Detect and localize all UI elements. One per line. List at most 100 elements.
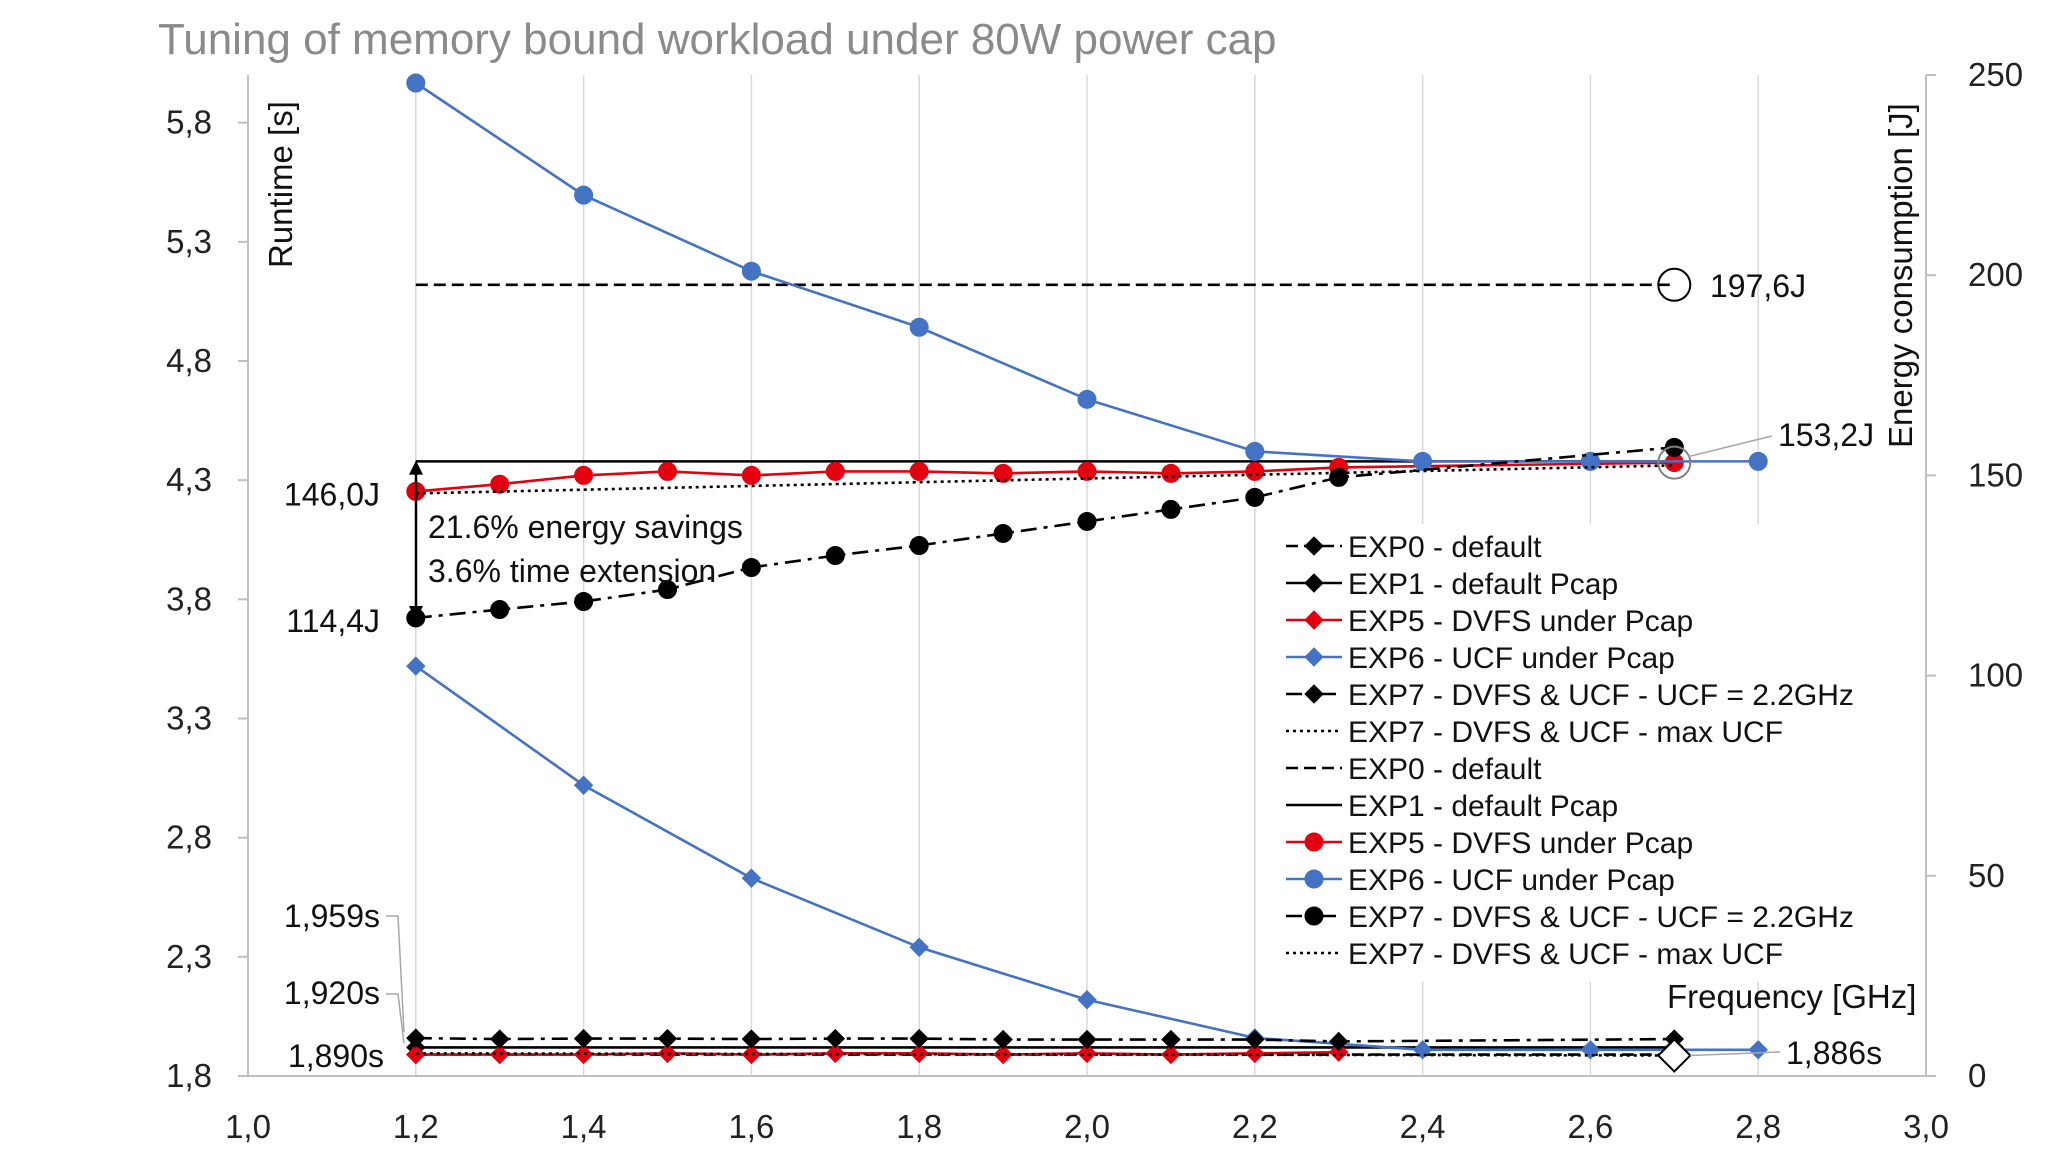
x-tick-label: 2,6 — [1567, 1108, 1613, 1145]
y-right-tick-label: 50 — [1968, 857, 2005, 894]
y-left-tick-label: 4,3 — [166, 461, 212, 498]
x-tick-label: 2,4 — [1400, 1108, 1446, 1145]
data-point-en-exp7 — [1329, 467, 1349, 487]
leader-energy-pcap — [1688, 435, 1773, 458]
legend-item-label: EXP7 - DVFS & UCF - max UCF — [1348, 938, 1783, 971]
annotation-layer: 197,6J 153,2J 146,0J 114,4J 1,959s 1,920s 1,89… — [284, 267, 1882, 1074]
data-point-rt-exp5 — [993, 1044, 1013, 1065]
x-axis-label: Frequency [GHz] — [1667, 978, 1916, 1015]
data-point-en-exp7 — [909, 535, 929, 555]
y-right-tick-label: 0 — [1968, 1057, 1986, 1094]
label-time-extension: 3.6% time extension — [428, 553, 716, 589]
legend-item-label: EXP1 - default Pcap — [1348, 790, 1618, 823]
data-point-rt-exp7 — [993, 1029, 1013, 1050]
data-point-rt-exp5 — [1245, 1043, 1265, 1064]
data-point-en-exp5 — [1161, 463, 1181, 483]
legend-item-label: EXP7 - DVFS & UCF - UCF = 2.2GHz — [1348, 679, 1854, 712]
data-point-en-exp5 — [658, 461, 677, 481]
data-point-rt-exp6 — [406, 656, 426, 676]
data-point-en-exp6 — [1580, 451, 1600, 471]
y-left-axis-label: Runtime [s] — [262, 101, 299, 268]
legend-marker — [1304, 610, 1324, 630]
data-point-en-exp6 — [1748, 451, 1768, 471]
legend-item-label: EXP6 - UCF under Pcap — [1348, 864, 1675, 897]
data-point-en-exp7 — [993, 523, 1013, 543]
legend-item-label: EXP7 - DVFS & UCF - UCF = 2.2GHz — [1348, 901, 1854, 934]
y-left-tick-label: 5,8 — [166, 104, 212, 141]
data-point-rt-exp7 — [1161, 1029, 1181, 1050]
data-point-en-exp5 — [993, 463, 1013, 483]
data-point-rt-exp7 — [573, 1028, 594, 1049]
data-point-rt-exp5 — [489, 1044, 510, 1065]
data-point-rt-exp5 — [1161, 1044, 1181, 1065]
label-energy-default: 197,6J — [1710, 268, 1806, 304]
y-left-tick-label: 2,8 — [166, 819, 212, 856]
x-tick-label: 1,2 — [393, 1108, 439, 1145]
x-tick-label: 2,2 — [1232, 1108, 1278, 1145]
leader-runtime-pcap — [386, 993, 405, 1044]
x-tick-label: 1,4 — [561, 1108, 607, 1145]
x-tick-label: 2,0 — [1064, 1108, 1110, 1145]
x-tick-label: 3,0 — [1903, 1108, 1949, 1145]
legend-item-label: EXP1 - default Pcap — [1348, 568, 1618, 601]
x-tick-label: 1,6 — [728, 1108, 774, 1145]
legend-item-label: EXP5 - DVFS under Pcap — [1348, 827, 1693, 860]
data-point-rt-exp5 — [909, 1043, 929, 1064]
data-point-en-exp6 — [1077, 389, 1097, 409]
data-point-rt-exp7 — [825, 1028, 846, 1049]
legend-marker — [1304, 869, 1324, 889]
legend-marker — [1304, 684, 1324, 704]
data-point-en-exp5 — [741, 465, 761, 485]
y-left-tick-label: 3,8 — [166, 580, 212, 617]
data-point-en-exp7 — [574, 592, 594, 612]
data-point-en-exp6 — [406, 73, 426, 93]
data-point-en-exp6 — [1245, 441, 1265, 461]
data-point-rt-exp5 — [825, 1043, 846, 1064]
data-point-rt-exp5 — [573, 1044, 594, 1065]
legend-item-label: EXP0 - default — [1348, 753, 1542, 786]
data-point-en-exp7 — [1077, 511, 1097, 531]
y-right-axis-label: Energy consumption [J] — [1882, 103, 1919, 448]
y-left-tick-label: 5,3 — [166, 223, 212, 260]
data-point-en-exp6 — [909, 317, 929, 337]
data-point-rt-exp6 — [573, 775, 594, 795]
data-point-rt-exp7 — [1245, 1029, 1265, 1050]
x-tick-label: 2,8 — [1735, 1108, 1781, 1145]
data-point-rt-exp7 — [657, 1028, 678, 1049]
data-point-rt-exp5 — [741, 1044, 762, 1065]
data-point-rt-exp5 — [1328, 1042, 1349, 1062]
data-point-rt-exp6 — [741, 868, 762, 888]
legend-item-label: EXP0 - default — [1348, 531, 1542, 564]
legend-item-label: EXP6 - UCF under Pcap — [1348, 642, 1675, 675]
legend-marker — [1304, 647, 1324, 667]
x-tick-label: 1,8 — [896, 1108, 942, 1145]
legend-item-label: EXP7 - DVFS & UCF - max UCF — [1348, 716, 1783, 749]
data-point-en-exp7 — [1245, 487, 1265, 507]
data-point-en-exp6 — [1413, 451, 1433, 471]
data-point-en-exp7 — [1161, 499, 1181, 519]
data-point-en-exp5 — [825, 461, 845, 481]
data-point-en-exp5 — [574, 465, 594, 485]
label-energy-savings: 21.6% energy savings — [428, 509, 743, 545]
legend-item-label: EXP5 - DVFS under Pcap — [1348, 605, 1693, 638]
legend-marker — [1304, 573, 1324, 593]
y-right-tick-label: 250 — [1968, 56, 2023, 93]
data-point-en-exp7 — [825, 545, 845, 565]
y-left-tick-label: 1,8 — [166, 1057, 212, 1094]
highlight-circle-default-energy — [1657, 267, 1692, 302]
legend: EXP0 - default EXP1 - default Pcap EXP5 - … — [1278, 524, 1858, 982]
data-point-rt-exp7 — [406, 1028, 426, 1048]
data-point-rt-exp5 — [1077, 1043, 1097, 1064]
data-point-en-exp7 — [658, 580, 677, 600]
data-point-rt-exp7 — [1077, 1029, 1097, 1050]
data-point-rt-exp7 — [489, 1029, 510, 1049]
y-left-tick-label: 4,8 — [166, 342, 212, 379]
data-point-rt-exp6 — [1077, 990, 1097, 1010]
label-runtime-maxucf: 1,886s — [1786, 1035, 1882, 1071]
series-line-rt-exp5 — [415, 1050, 1339, 1056]
y-right-tick-label: 200 — [1968, 256, 2023, 293]
label-energy-dvfs: 146,0J — [284, 476, 380, 512]
chart-title: Tuning of memory bound workload under 80… — [158, 15, 1277, 64]
axis-layer: 1,0 1,2 1,4 1,6 1,8 2,0 2,2 2,4 2,6 2,8 3,0 1,8 2,3 2… — [166, 56, 2023, 1145]
